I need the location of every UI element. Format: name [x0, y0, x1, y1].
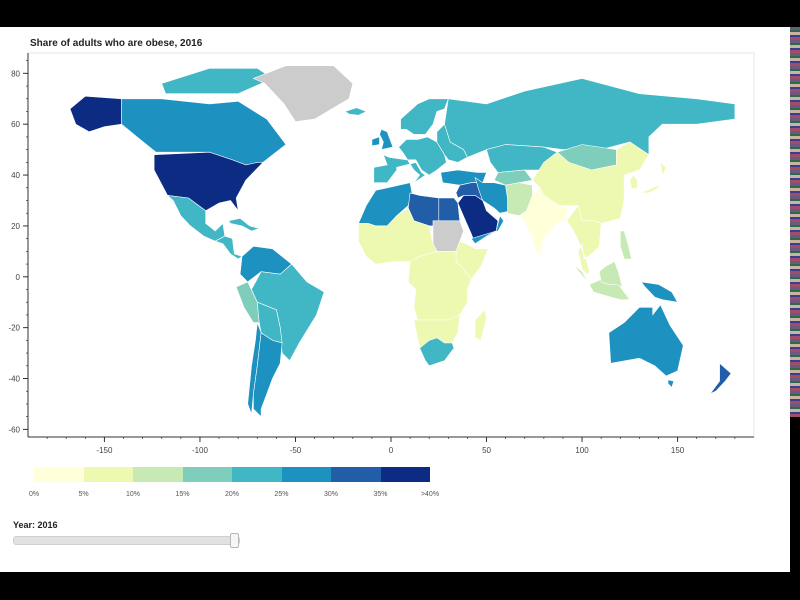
- legend-swatch: [331, 467, 381, 482]
- map-title: Share of adults who are obese, 2016: [30, 38, 203, 49]
- country-japan[interactable]: [639, 161, 667, 194]
- x-tick-label: -150: [96, 446, 113, 455]
- legend-label: 15%: [175, 491, 190, 498]
- legend-label: 30%: [323, 491, 339, 498]
- country-new-zealand[interactable]: [709, 362, 732, 395]
- x-tick-label: -50: [290, 446, 302, 455]
- countries-layer: [69, 65, 736, 418]
- y-tick-label: -40: [8, 375, 20, 384]
- country-western-europe[interactable]: [373, 136, 447, 183]
- map-panel: Share of adults who are obese, 2016 -150…: [0, 27, 790, 572]
- country-papua-new-guinea[interactable]: [640, 281, 679, 303]
- country-greenland[interactable]: [252, 65, 354, 123]
- legend-label: 10%: [125, 491, 141, 498]
- legend-swatch: [182, 467, 232, 482]
- x-tick-label: 0: [389, 446, 394, 455]
- country-south-africa[interactable]: [419, 337, 455, 367]
- country-scandinavia[interactable]: [400, 98, 449, 135]
- country-canadian-arctic-islands[interactable]: [161, 67, 274, 94]
- country-australia[interactable]: [608, 304, 684, 377]
- country-madagascar[interactable]: [474, 309, 487, 341]
- country-iran[interactable]: [474, 176, 512, 214]
- legend-swatch: [232, 467, 282, 482]
- axes-layer: -150 -100 -50 0 50 100 150 80 60 40 20 0 -20 -40 -60: [8, 53, 754, 455]
- country-saudi-arabia[interactable]: [457, 195, 499, 245]
- country-sahel[interactable]: [358, 207, 438, 265]
- country-egypt[interactable]: [438, 197, 461, 222]
- country-russia[interactable]: [444, 78, 736, 158]
- country-ireland[interactable]: [371, 136, 380, 147]
- y-tick-label: 60: [11, 120, 20, 129]
- country-cuba-and-caribbean[interactable]: [228, 217, 261, 232]
- y-tick-label: 0: [16, 273, 21, 282]
- country-korea[interactable]: [629, 174, 638, 190]
- year-slider-handle[interactable]: [230, 533, 239, 548]
- x-tick-label: -100: [192, 446, 209, 455]
- country-southeast-asia[interactable]: [566, 204, 602, 275]
- legend-label: 25%: [274, 491, 289, 498]
- legend-swatch: [34, 467, 84, 482]
- year-slider-track[interactable]: [13, 536, 240, 545]
- legend-swatch: [83, 467, 133, 482]
- country-central-america[interactable]: [214, 235, 243, 260]
- legend-label: 20%: [224, 491, 240, 498]
- country-alaska[interactable]: [69, 95, 122, 133]
- video-artifact: [790, 27, 800, 417]
- country-tasmania[interactable]: [667, 379, 675, 388]
- color-legend: 0% 5% 10% 15% 20% 25% 30% 35% >40%: [29, 467, 439, 507]
- legend-label: >40%: [420, 491, 440, 498]
- x-tick-label: 100: [575, 446, 589, 455]
- legend-swatch: [380, 467, 430, 482]
- country-central-asia[interactable]: [493, 169, 533, 186]
- year-label: Year: 2016: [13, 520, 58, 530]
- legend-label: 0%: [28, 491, 40, 498]
- country-yemen-and-oman[interactable]: [470, 215, 505, 245]
- country-united-kingdom[interactable]: [379, 128, 394, 150]
- legend-swatch: [281, 467, 331, 482]
- country-iceland[interactable]: [344, 107, 367, 116]
- x-tick-label: 150: [671, 446, 685, 455]
- country-philippines[interactable]: [619, 230, 633, 260]
- country-central-and-east-africa[interactable]: [407, 251, 472, 321]
- y-tick-label: 80: [11, 69, 20, 78]
- world-map[interactable]: -150 -100 -50 0 50 100 150 80 60 40 20 0 -20 -40 -60: [0, 27, 790, 572]
- y-tick-label: -60: [8, 425, 20, 434]
- y-tick-label: -20: [8, 324, 20, 333]
- legend-swatch: [133, 467, 183, 482]
- country-borneo-and-sulawesi[interactable]: [598, 261, 623, 288]
- country-china[interactable]: [532, 141, 650, 224]
- x-tick-label: 50: [482, 446, 491, 455]
- legend-label: 5%: [78, 491, 89, 498]
- y-tick-label: 20: [11, 222, 20, 231]
- country-argentina[interactable]: [253, 332, 283, 418]
- legend-label: 35%: [373, 491, 388, 498]
- y-tick-label: 40: [11, 171, 20, 180]
